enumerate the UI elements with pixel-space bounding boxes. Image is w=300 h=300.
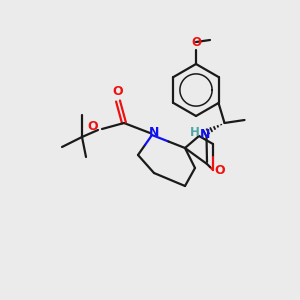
Text: H: H [190, 125, 200, 139]
Text: O: O [113, 85, 123, 98]
Text: O: O [191, 36, 201, 49]
Text: N: N [149, 125, 159, 139]
Text: O: O [215, 164, 225, 178]
Text: N: N [200, 128, 211, 140]
Text: O: O [87, 121, 98, 134]
